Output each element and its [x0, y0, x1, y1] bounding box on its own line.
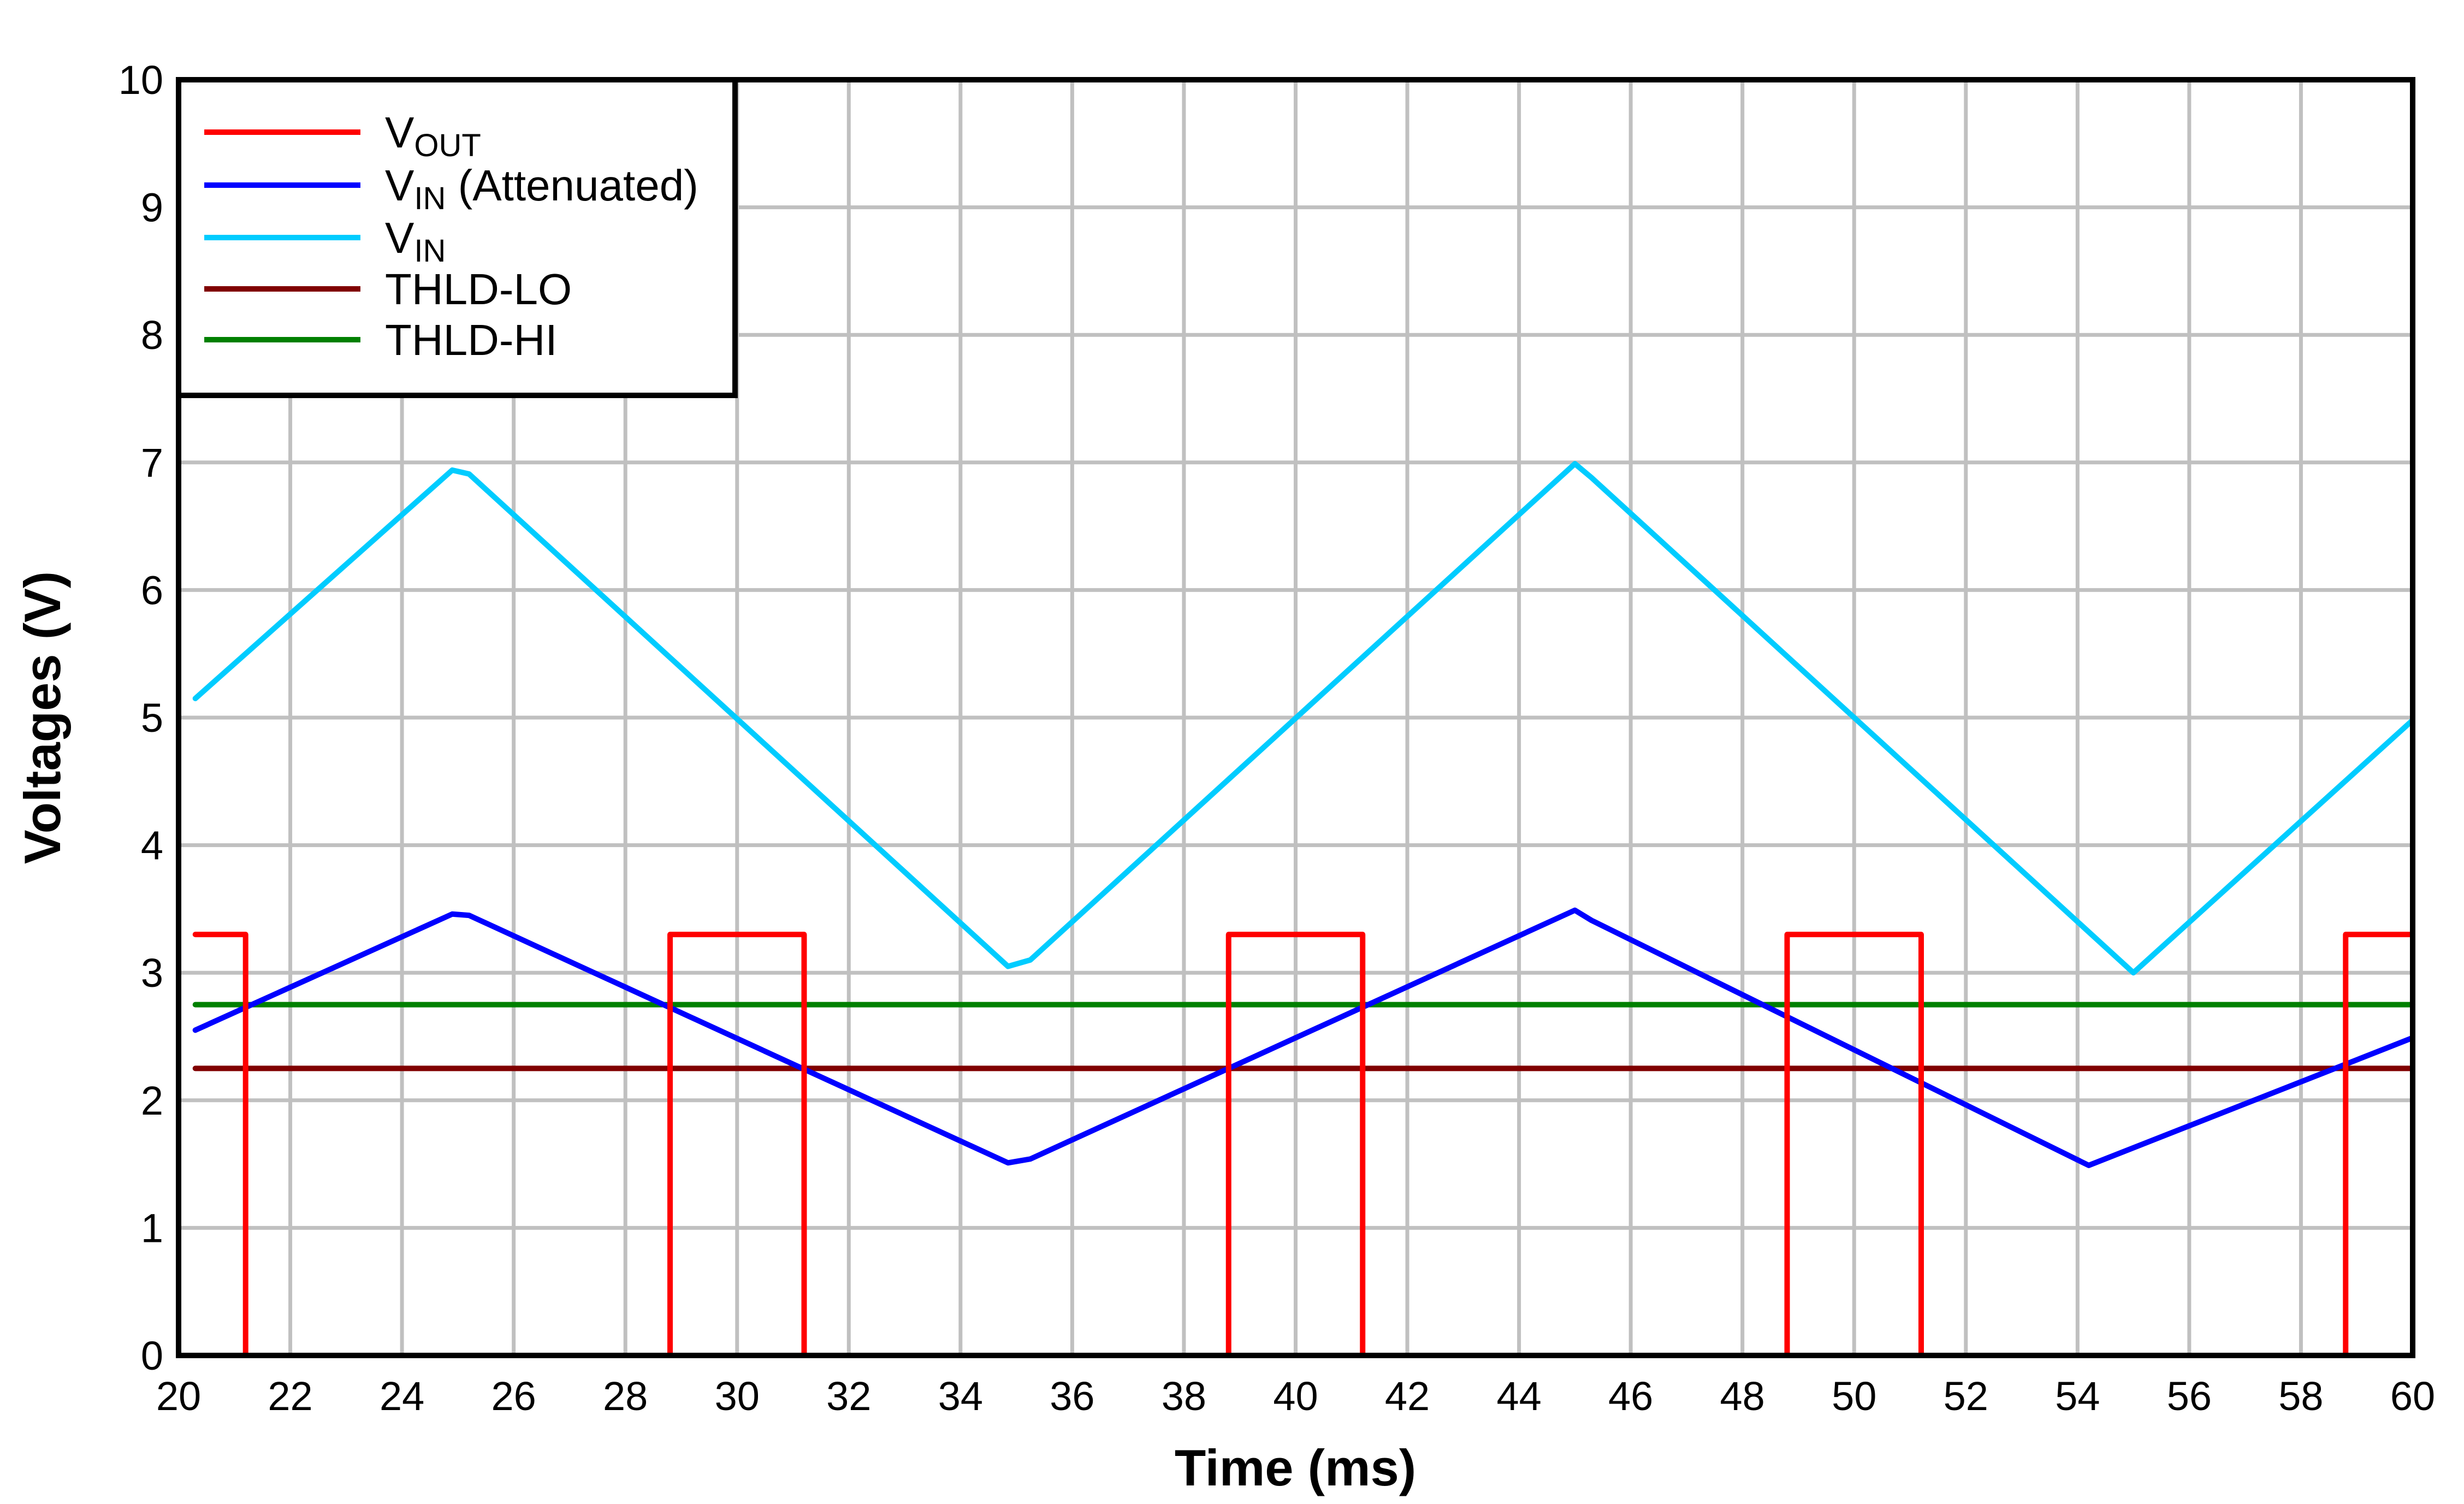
- x-tick-label: 36: [1050, 1373, 1094, 1419]
- x-tick-label: 52: [1944, 1373, 1988, 1419]
- series-layer: [192, 461, 2415, 1358]
- y-tick-label: 4: [141, 823, 163, 868]
- legend-label: THLD-LO: [385, 265, 572, 313]
- series-line-1: [192, 907, 2415, 1168]
- x-tick-label: 48: [1720, 1373, 1765, 1419]
- x-tick-label: 54: [2055, 1373, 2100, 1419]
- legend-entry: VIN (Attenuated): [385, 161, 698, 216]
- x-tick-label: 22: [268, 1373, 312, 1419]
- y-tick-label: 3: [141, 950, 163, 996]
- y-tick-label: 10: [119, 57, 163, 103]
- x-tick-labels: 20 22 24 26 28 30 32 34 36 38 40 42 44 46 48 50 52 54 56 58…: [156, 1373, 2435, 1419]
- x-tick-label: 20: [156, 1373, 201, 1419]
- series-line-0: [192, 932, 2415, 1358]
- legend-subscript: IN: [414, 233, 446, 269]
- legend-label: V: [385, 214, 414, 262]
- x-tick-label: 30: [715, 1373, 760, 1419]
- x-tick-label: 26: [491, 1373, 536, 1419]
- y-tick-labels: 0 1 2 3 4 5 6 7 8 9 10: [119, 57, 163, 1378]
- legend-entry: THLD-HI: [385, 316, 558, 364]
- y-tick-label: 0: [141, 1333, 163, 1378]
- x-tick-label: 42: [1385, 1373, 1430, 1419]
- legend-label: V: [385, 108, 414, 157]
- x-tick-label: 44: [1496, 1373, 1541, 1419]
- y-tick-label: 1: [141, 1205, 163, 1251]
- y-tick-label: 5: [141, 695, 163, 741]
- x-tick-label: 60: [2390, 1373, 2435, 1419]
- x-tick-label: 58: [2278, 1373, 2323, 1419]
- y-tick-label: 2: [141, 1078, 163, 1123]
- legend-subscript: IN: [414, 181, 446, 216]
- legend-label: V: [385, 161, 414, 210]
- x-tick-label: 56: [2167, 1373, 2212, 1419]
- legend-entry: THLD-LO: [385, 265, 572, 313]
- x-tick-label: 32: [826, 1373, 871, 1419]
- x-tick-label: 50: [1832, 1373, 1876, 1419]
- x-tick-label: 40: [1273, 1373, 1318, 1419]
- legend-entry: VOUT: [385, 108, 481, 163]
- x-tick-label: 46: [1608, 1373, 1653, 1419]
- x-tick-label: 24: [380, 1373, 424, 1419]
- legend-entry: VIN: [385, 214, 446, 269]
- x-tick-label: 28: [603, 1373, 648, 1419]
- y-tick-label: 6: [141, 567, 163, 613]
- legend-suffix: (Attenuated): [446, 161, 698, 210]
- plot-frame: [176, 77, 2415, 1358]
- y-tick-label: 7: [141, 440, 163, 485]
- legend-label: THLD-HI: [385, 316, 558, 364]
- y-tick-label: 9: [141, 185, 163, 230]
- legend-subscript: OUT: [414, 128, 481, 163]
- y-tick-label: 8: [141, 312, 163, 358]
- x-tick-label: 38: [1162, 1373, 1206, 1419]
- x-axis-title: Time (ms): [1175, 1439, 1416, 1496]
- series-line-2: [192, 461, 2415, 976]
- y-axis-title: Voltages (V): [14, 571, 71, 864]
- x-tick-label: 34: [938, 1373, 983, 1419]
